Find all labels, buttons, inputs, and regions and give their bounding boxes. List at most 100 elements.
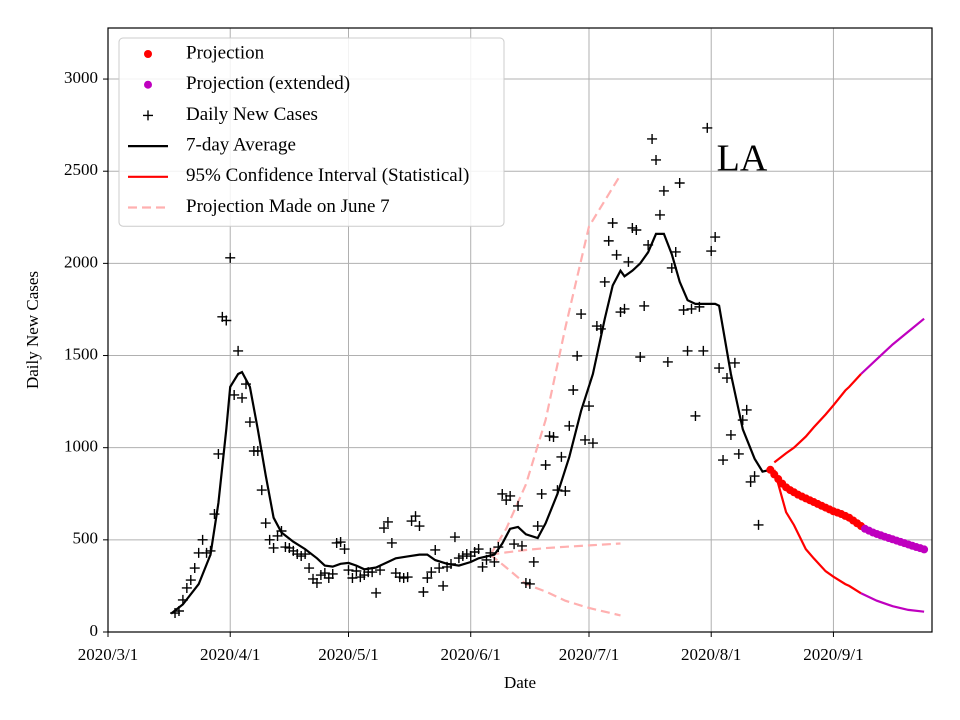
case-marker — [698, 345, 709, 356]
legend-label: Projection (extended) — [186, 73, 350, 94]
case-marker — [686, 303, 697, 314]
case-marker — [434, 563, 445, 574]
case-marker — [690, 410, 701, 421]
case-marker — [481, 554, 492, 565]
average-line — [170, 232, 771, 615]
case-marker — [347, 572, 358, 583]
case-marker — [682, 345, 693, 356]
case-marker — [654, 209, 665, 220]
case-marker — [209, 509, 220, 520]
case-marker — [410, 511, 421, 522]
case-marker — [477, 561, 488, 572]
x-tick-label: 2020/5/1 — [318, 645, 378, 664]
case-marker — [244, 417, 255, 428]
case-marker — [658, 185, 669, 196]
legend-swatch — [144, 80, 152, 89]
case-marker — [343, 565, 354, 576]
case-marker — [229, 389, 240, 400]
case-marker — [729, 357, 740, 368]
case-marker — [576, 309, 587, 320]
case-marker — [718, 455, 729, 466]
case-marker — [714, 363, 725, 374]
case-marker — [583, 401, 594, 412]
case-marker — [753, 519, 764, 530]
case-marker — [335, 537, 346, 548]
ci-lower — [773, 469, 862, 595]
case-marker — [489, 556, 500, 567]
case-marker — [611, 249, 622, 260]
case-marker — [205, 545, 216, 556]
case-marker — [375, 565, 386, 576]
case-marker — [473, 544, 484, 555]
legend: Projection Projection (extended) Daily New… — [118, 37, 505, 227]
case-marker — [564, 420, 575, 431]
case-marker — [276, 525, 287, 536]
case-marker — [607, 218, 618, 229]
june7-projection-lower — [489, 553, 621, 617]
case-marker — [587, 438, 598, 449]
case-marker — [327, 568, 338, 579]
case-marker — [418, 587, 429, 598]
y-tick-label: 0 — [90, 621, 99, 640]
case-marker — [706, 246, 717, 257]
case-marker — [532, 521, 543, 532]
case-marker — [516, 540, 527, 551]
case-marker — [233, 345, 244, 356]
y-tick-label: 1000 — [64, 437, 98, 456]
case-marker — [651, 154, 662, 165]
case-marker — [619, 303, 630, 314]
case-marker — [414, 521, 425, 532]
case-marker — [678, 305, 689, 316]
case-marker — [497, 488, 508, 499]
case-marker — [721, 373, 732, 384]
june7-projection-upper — [489, 174, 622, 556]
case-marker — [446, 558, 457, 569]
case-marker — [386, 537, 397, 548]
case-marker — [177, 594, 188, 605]
x-tick-label: 2020/9/1 — [803, 645, 863, 664]
case-marker — [367, 567, 378, 578]
case-marker — [449, 532, 460, 543]
annotation: LA — [717, 138, 768, 180]
x-tick-label: 2020/6/1 — [440, 645, 500, 664]
legend-label: Projection Made on June 7 — [186, 196, 390, 217]
june7-projection-values — [490, 542, 621, 556]
legend-label: Daily New Cases — [186, 104, 318, 125]
case-marker — [623, 256, 634, 267]
case-marker — [430, 544, 441, 555]
ci-upper — [773, 373, 862, 464]
ci-lower — [860, 592, 925, 613]
case-marker — [741, 404, 752, 415]
case-marker — [737, 415, 748, 426]
case-marker — [213, 448, 224, 459]
case-marker — [536, 488, 547, 499]
legend-label: 7-day Average — [186, 134, 296, 155]
case-marker — [556, 451, 567, 462]
case-marker — [505, 490, 516, 501]
x-tick-label: 2020/7/1 — [559, 645, 619, 664]
legend-box — [118, 37, 505, 227]
case-marker — [339, 544, 350, 555]
case-marker — [402, 572, 413, 583]
x-tick-label: 2020/8/1 — [681, 645, 741, 664]
case-marker — [426, 567, 437, 578]
legend-swatch — [144, 50, 152, 58]
case-marker — [528, 556, 539, 567]
case-marker — [710, 232, 721, 243]
case-marker — [725, 429, 736, 440]
case-marker — [635, 352, 646, 363]
case-marker — [595, 323, 606, 334]
case-marker — [702, 122, 713, 133]
case-marker — [572, 350, 583, 361]
case-marker — [647, 133, 658, 144]
case-marker — [631, 225, 642, 236]
case-marker — [189, 563, 200, 574]
case-marker — [524, 578, 535, 589]
case-marker — [639, 300, 650, 311]
case-marker — [745, 476, 756, 487]
case-marker — [643, 239, 654, 250]
case-marker — [237, 392, 248, 403]
y-tick-label: 2500 — [64, 160, 98, 179]
case-marker — [268, 542, 279, 553]
